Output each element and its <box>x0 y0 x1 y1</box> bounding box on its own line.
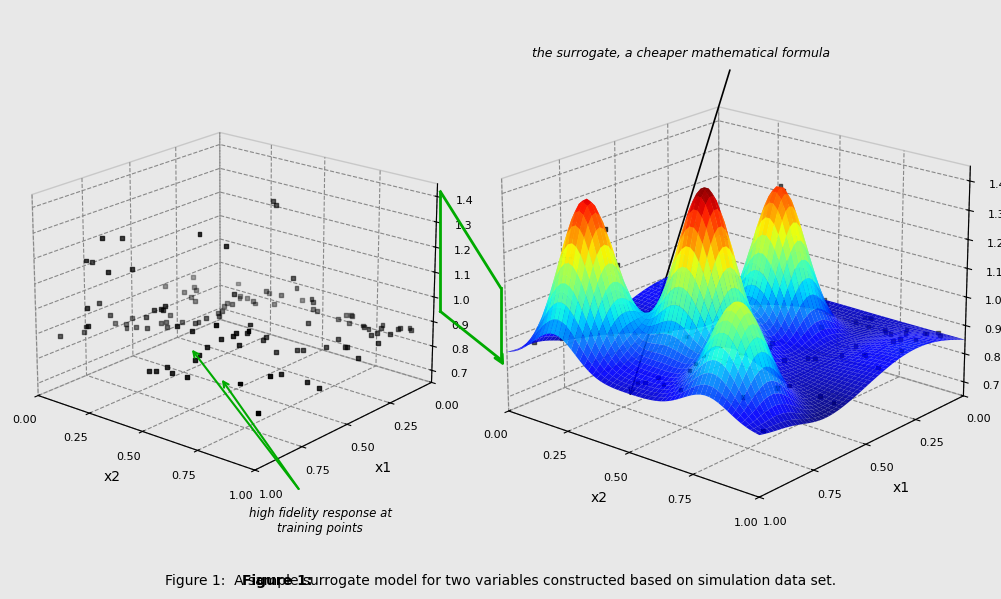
Text: Figure 1:  A sample surrogate model for two variables constructed based on simul: Figure 1: A sample surrogate model for t… <box>165 574 836 588</box>
X-axis label: x2: x2 <box>103 470 120 485</box>
Text: Figure 1:: Figure 1: <box>242 574 312 588</box>
Text: high fidelity response at
training points: high fidelity response at training point… <box>249 507 391 535</box>
Y-axis label: x1: x1 <box>893 480 910 495</box>
X-axis label: x2: x2 <box>591 491 608 506</box>
Y-axis label: x1: x1 <box>374 461 391 474</box>
Text: the surrogate, a cheaper mathematical formula: the surrogate, a cheaper mathematical fo… <box>532 47 830 60</box>
